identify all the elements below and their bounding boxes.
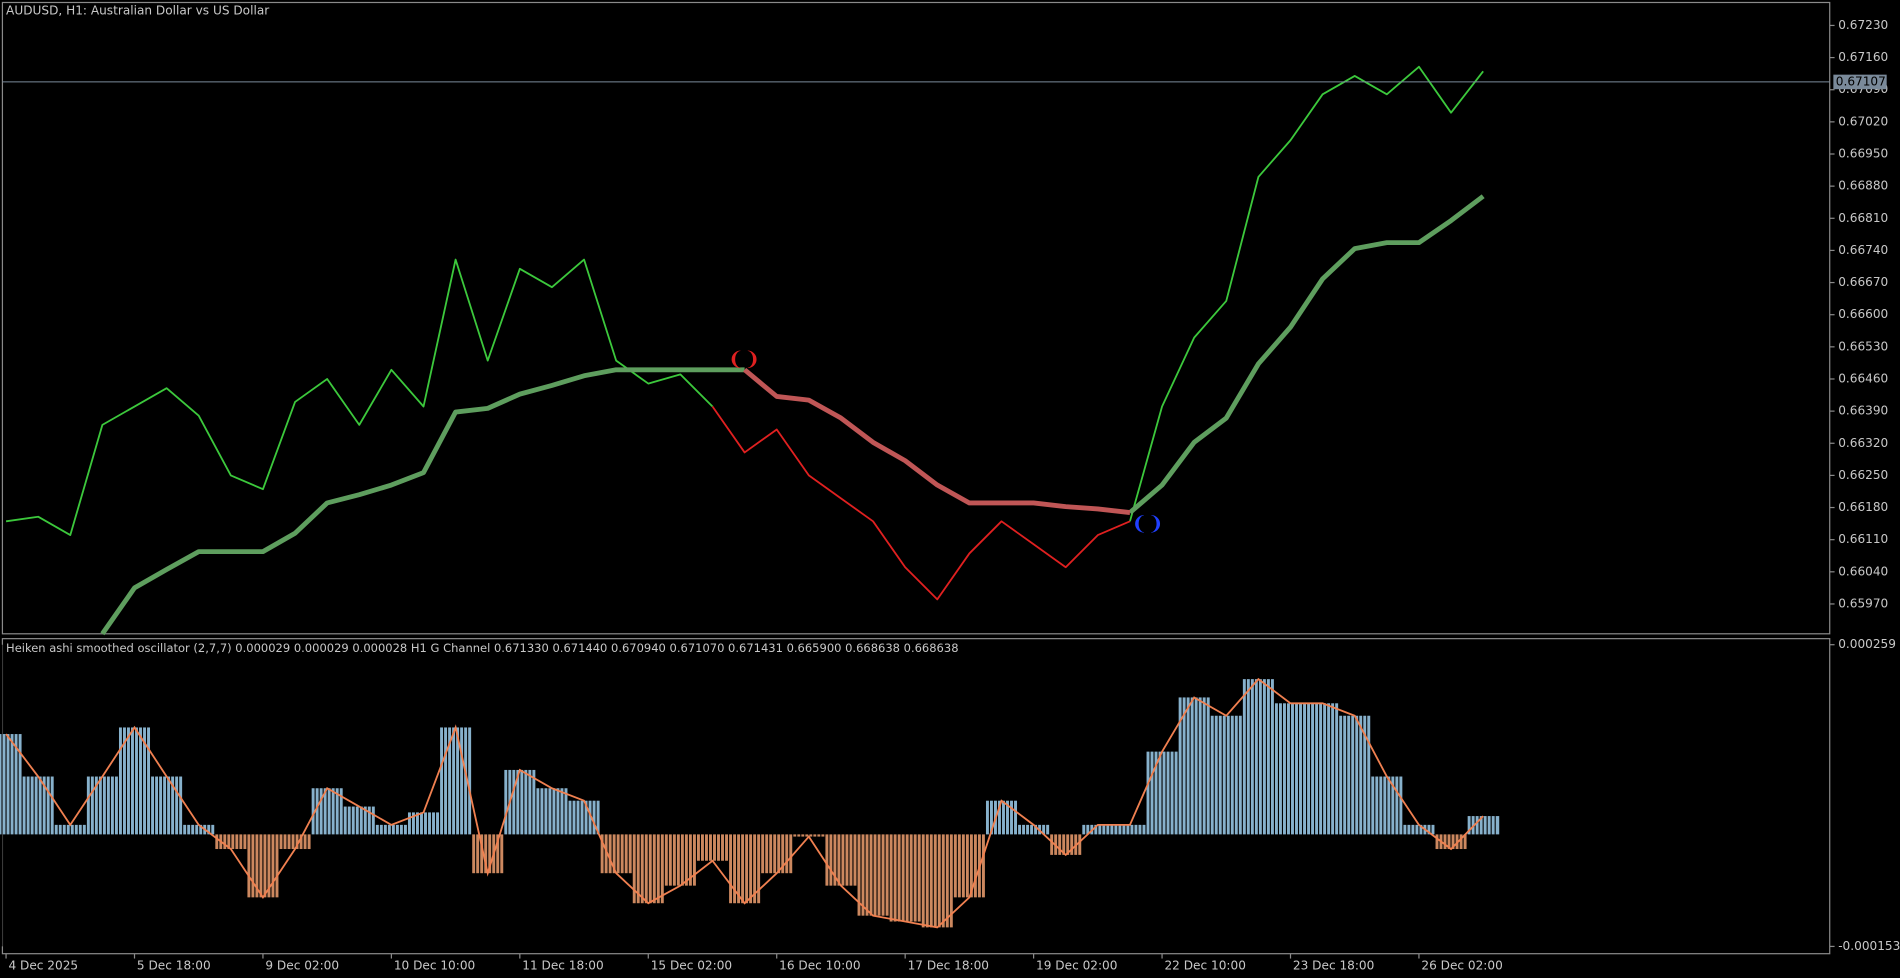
y-tick-label: 0.000259 (1838, 637, 1896, 651)
y-tick-label: 0.66670 (1838, 275, 1888, 289)
x-tick-label: 4 Dec 2025 (8, 958, 78, 972)
y-tick-label: 0.66110 (1838, 532, 1888, 546)
y-tick-label: 0.66460 (1838, 371, 1888, 385)
y-tick-label: 0.66040 (1838, 564, 1888, 578)
oscillator-line (5, 677, 1484, 929)
x-tick-label: 10 Dec 10:00 (394, 958, 475, 972)
line-series (100, 367, 745, 636)
y-tick-label: 0.66600 (1838, 307, 1888, 321)
x-tick-label: 26 Dec 02:00 (1421, 958, 1502, 972)
line-series (711, 406, 1131, 601)
bar (0, 734, 23, 835)
line-series (743, 367, 1131, 515)
y-tick-label: 0.66320 (1838, 436, 1888, 450)
y-tick-label: 0.65970 (1838, 596, 1888, 610)
y-tick-label: 0.66950 (1838, 147, 1888, 161)
chart-title: AUDUSD, H1: Australian Dollar vs US Doll… (6, 3, 269, 17)
y-tick-label: 0.67020 (1838, 114, 1888, 128)
y-tick-label: -0.000153 (1838, 939, 1900, 953)
line-series (5, 258, 714, 536)
x-tick-label: 9 Dec 02:00 (265, 958, 339, 972)
oscillator-title: Heiken ashi smoothed oscillator (2,7,7) … (6, 641, 958, 655)
line-series (1128, 194, 1485, 515)
x-tick-label: 11 Dec 18:00 (522, 958, 603, 972)
main-pane (1, 1, 1831, 635)
line-series (1129, 65, 1484, 522)
buy-arrow: ❨❩ (1131, 512, 1163, 535)
oscillator (0, 644, 1500, 947)
current-price-box (1833, 74, 1887, 90)
y-tick-label: 0.67160 (1838, 50, 1888, 64)
y-tick-label: 0.66530 (1838, 339, 1888, 353)
y-tick-label: 0.66390 (1838, 404, 1888, 418)
x-tick-label: 5 Dec 18:00 (137, 958, 211, 972)
y-tick-label: 0.67230 (1838, 18, 1888, 32)
y-tick-label: 0.66740 (1838, 243, 1888, 257)
sell-arrow: ❨❩ (728, 347, 760, 370)
current-price-label: 0.67107 (1836, 74, 1886, 88)
y-tick-label: 0.66250 (1838, 468, 1888, 482)
x-tick-label: 23 Dec 18:00 (1293, 958, 1374, 972)
y-tick-label: 0.66810 (1838, 211, 1888, 225)
x-tick-label: 17 Dec 18:00 (908, 958, 989, 972)
y-tick-label: 0.66180 (1838, 500, 1888, 514)
x-tick-label: 22 Dec 10:00 (1164, 958, 1245, 972)
y-tick-label: 0.66880 (1838, 179, 1888, 193)
x-tick-label: 19 Dec 02:00 (1036, 958, 1117, 972)
x-tick-label: 16 Dec 10:00 (779, 958, 860, 972)
x-tick-label: 15 Dec 02:00 (651, 958, 732, 972)
price (2, 65, 1830, 636)
